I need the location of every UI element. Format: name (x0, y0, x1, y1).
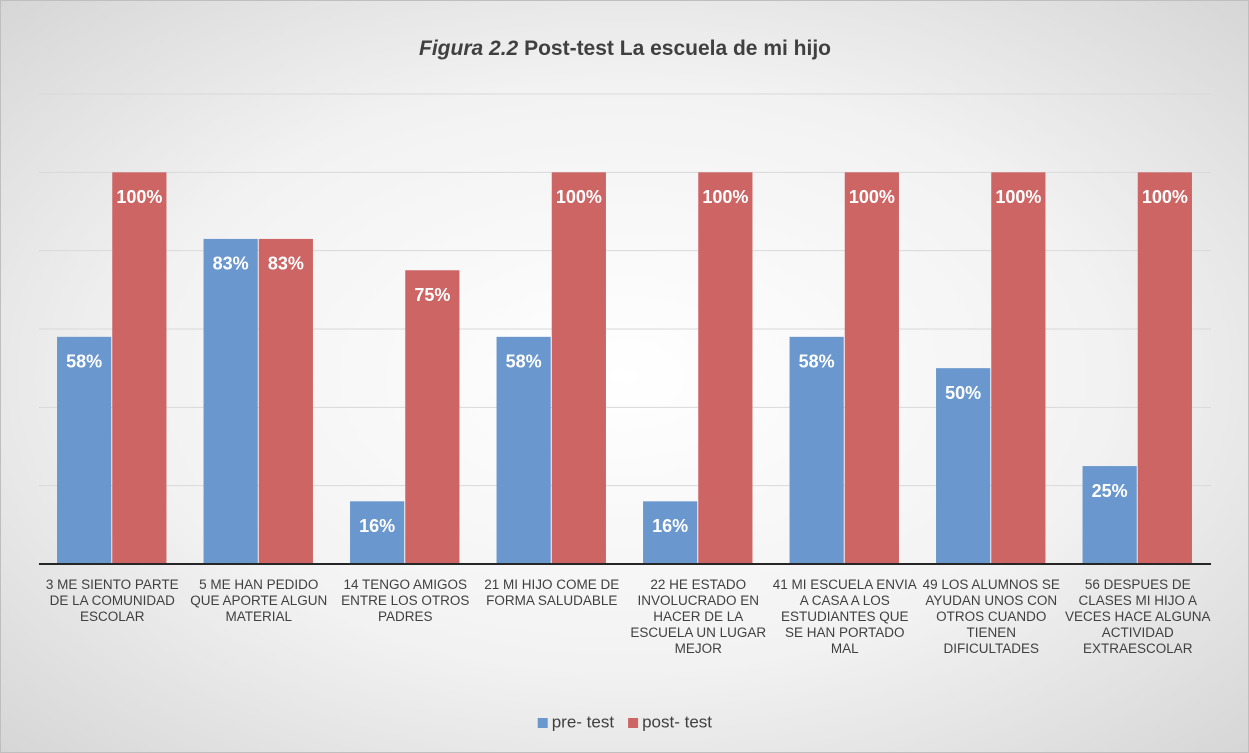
data-label: 58% (66, 352, 102, 372)
legend-label: post- test (642, 712, 712, 731)
data-label: 16% (359, 516, 395, 536)
data-label: 75% (414, 285, 450, 305)
data-label: 83% (213, 254, 249, 274)
x-tick-label: 41 MI ESCUELA ENVIA A CASA A LOS ESTUDIA… (772, 577, 917, 656)
legend: pre- test post- test (537, 712, 712, 731)
legend-swatch (628, 718, 639, 728)
bar (643, 501, 698, 564)
x-tick-label: 14 TENGO AMIGOS ENTRE LOS OTROS PADRES (341, 577, 470, 624)
bar (698, 172, 753, 565)
x-tick-label: 21 MI HIJO COME DE FORMA SALUDABLE (484, 577, 620, 608)
bar (844, 172, 899, 565)
bar (991, 172, 1046, 565)
data-label: 100% (702, 187, 748, 207)
legend-label: pre- test (552, 712, 615, 731)
legend-swatch (537, 718, 548, 728)
data-label: 58% (506, 352, 542, 372)
bar (1137, 172, 1192, 565)
data-label: 100% (116, 187, 162, 207)
x-tick-label: 5 ME HAN PEDIDO QUE APORTE ALGUN MATERIA… (190, 577, 328, 624)
data-label: 25% (1092, 481, 1128, 501)
data-label: 100% (849, 187, 895, 207)
title-text: Post-test La escuela de mi hijo (524, 37, 831, 60)
figure-label: Figura 2.2 (419, 37, 519, 60)
data-label: 16% (652, 516, 688, 536)
data-label: 100% (995, 187, 1041, 207)
data-label: 100% (1142, 187, 1188, 207)
chart-title: Figura 2.2 Post-test La escuela de mi hi… (419, 37, 831, 60)
bar (496, 336, 551, 564)
x-tick-label: 56 DESPUES DE CLASES MI HIJO A VECES HAC… (1064, 577, 1211, 656)
bar (789, 336, 844, 564)
bar (405, 270, 460, 564)
bar (57, 336, 112, 564)
data-label: 58% (799, 352, 835, 372)
bar (551, 172, 606, 565)
x-tick-label: 3 ME SIENTO PARTE DE LA COMUNIDAD ESCOLA… (45, 577, 179, 624)
data-label: 50% (945, 383, 981, 403)
bar (1082, 466, 1137, 564)
bar (112, 172, 167, 565)
x-tick-label: 49 LOS ALUMNOS SE AYUDAN UNOS CON OTROS … (922, 577, 1060, 656)
x-tick-label: 22 HE ESTADO INVOLUCRADO EN HACER DE LA … (630, 577, 767, 656)
bar (258, 238, 313, 564)
data-label: 83% (268, 254, 304, 274)
bar (203, 238, 258, 564)
bar (936, 368, 991, 564)
bar (350, 501, 405, 564)
data-label: 100% (556, 187, 602, 207)
